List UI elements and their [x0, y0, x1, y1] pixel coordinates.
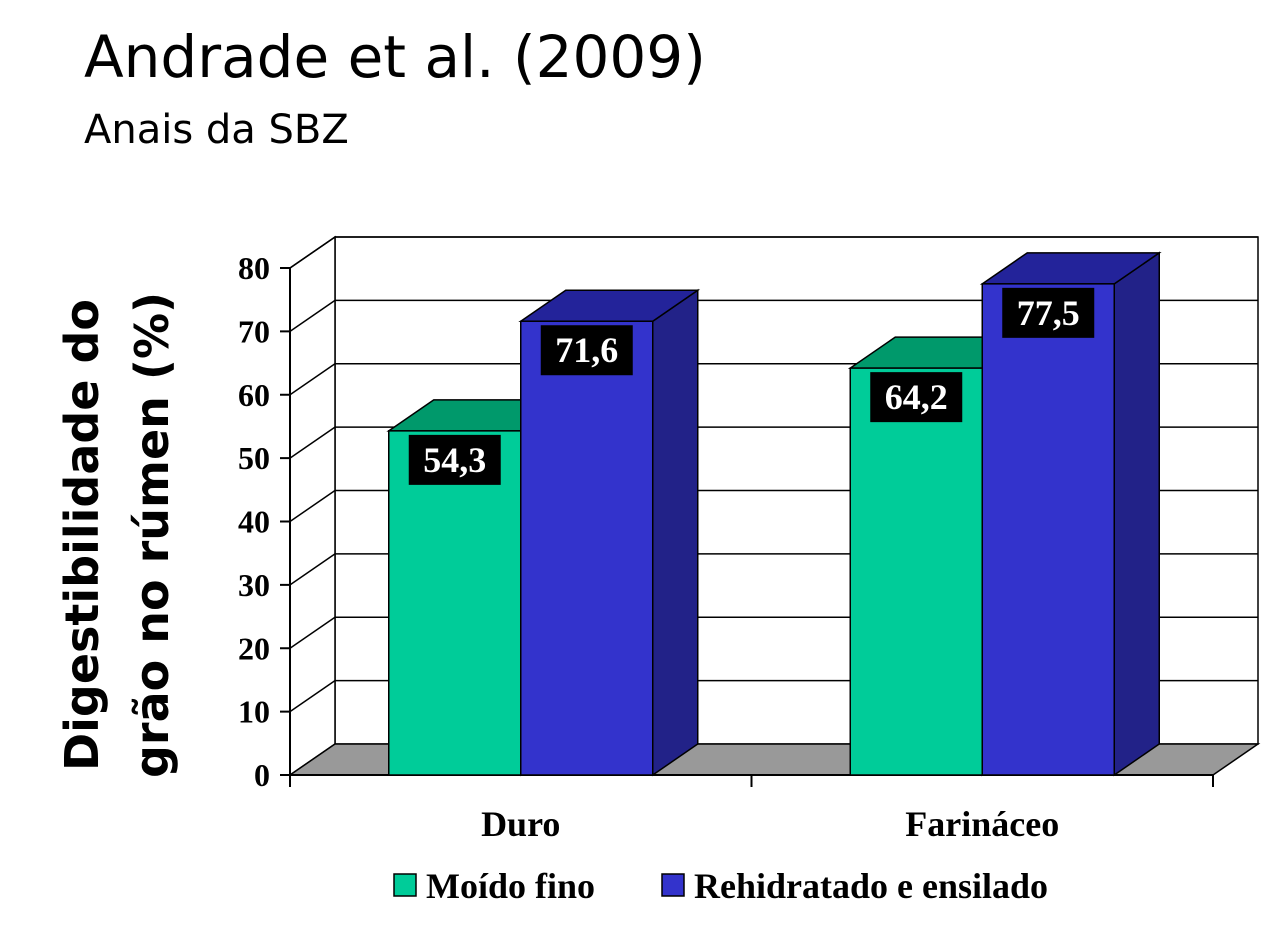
gridline-side [289, 680, 336, 713]
data-label-box [1002, 287, 1095, 338]
gridline-side [289, 299, 336, 332]
y-tick-label: 50 [238, 440, 270, 476]
data-label: 54,3 [423, 440, 486, 480]
y-tick-label: 10 [238, 694, 270, 730]
data-label-box [408, 434, 501, 485]
y-tick-label: 0 [254, 757, 270, 793]
bar [520, 320, 654, 776]
legend-swatch [661, 873, 685, 897]
data-label: 77,5 [1017, 293, 1080, 333]
bar-side [1113, 251, 1160, 777]
data-label: 64,2 [885, 377, 948, 417]
bar [849, 367, 983, 776]
legend-label: Moído fino [426, 866, 595, 906]
gridline-side [289, 236, 336, 269]
gridline-side [289, 489, 336, 523]
data-label-box [870, 372, 963, 423]
x-category-label: Farináceo [905, 804, 1059, 844]
y-tick-label: 60 [238, 377, 270, 413]
legend-label: Rehidratado e ensilado [694, 866, 1048, 906]
gridline-side [289, 616, 336, 649]
gridline-side [289, 553, 336, 586]
data-label: 71,6 [555, 330, 618, 370]
y-tick-label: 80 [238, 250, 270, 286]
x-category-label: Duro [481, 804, 560, 844]
bar-side [652, 288, 699, 777]
chart-subtitle: Anais da SBZ [84, 107, 349, 153]
gridline-side [289, 363, 336, 396]
y-tick-label: 70 [238, 313, 270, 349]
bar [981, 283, 1115, 776]
y-tick-label: 20 [238, 630, 270, 666]
data-label-box [540, 325, 633, 376]
y-tick-label: 30 [238, 567, 270, 603]
legend-swatch [393, 873, 417, 897]
y-tick-label: 40 [238, 504, 270, 540]
chart-title: Andrade et al. (2009) [84, 23, 706, 91]
bar [388, 430, 522, 776]
y-axis-title-line1: Digestibilidade do [55, 299, 109, 771]
gridline-side [289, 426, 336, 459]
y-axis-title-line2: grão no rúmen (%) [125, 292, 179, 778]
